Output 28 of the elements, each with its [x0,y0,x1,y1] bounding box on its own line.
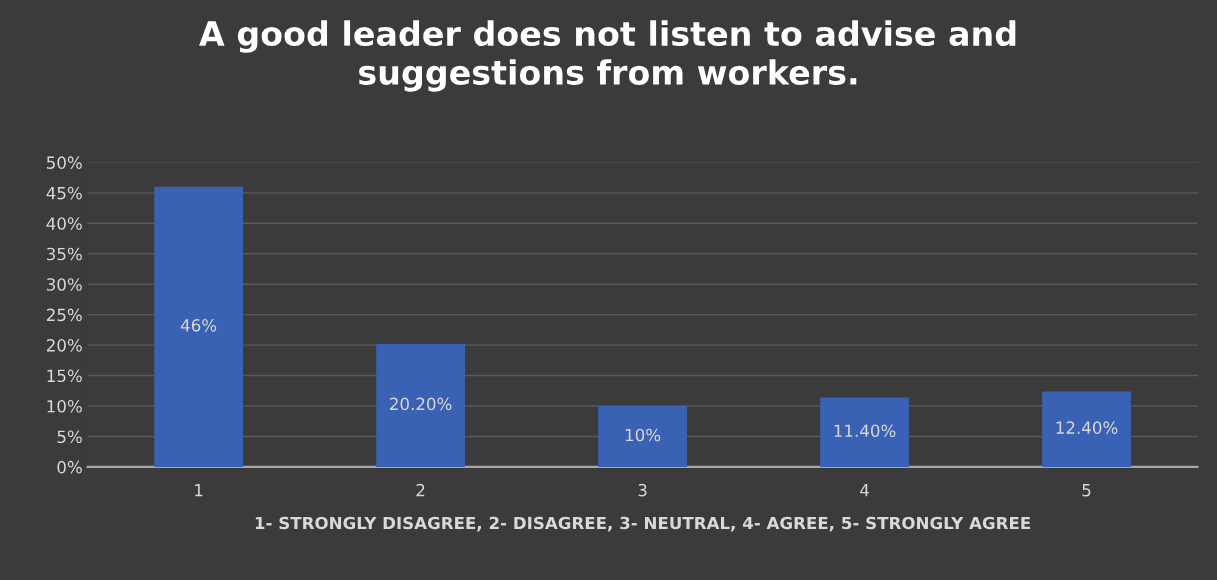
y-tick-label: 0% [57,460,82,474]
data-label: 46% [180,319,217,332]
bar [820,397,909,467]
data-label: 10% [625,428,661,442]
x-tick-label: 2 [416,483,425,497]
y-tick-label: 40% [46,217,82,230]
data-label: 12.40% [1056,421,1118,434]
chart-title: A good leader does not listen to advise and suggestions from workers. [199,20,1016,92]
data-label: 20.20% [390,397,452,411]
y-tick-label: 35% [46,247,82,261]
y-tick-label: 20% [46,339,82,352]
y-tick-label: 15% [47,369,82,383]
y-tick-label: 45% [46,186,82,200]
bar [1042,391,1131,467]
x-tick-label: 5 [1082,484,1091,497]
y-tick-label: 50% [47,156,82,169]
x-tick-label: 3 [638,483,647,497]
y-tick-label: 10% [47,399,82,413]
x-axis-title: 1- STRONGLY DISAGREE, 2- DISAGREE, 3- NEUTRAL, 4- AGREE, 5- STRONGLY AGREE [255,516,1031,532]
y-tick-label: 25% [46,308,82,322]
y-tick-label: 5% [57,430,82,444]
x-tick-label: 1 [195,484,203,497]
data-label: 11.40% [834,424,896,438]
x-tick-label: 4 [860,484,869,497]
bar [154,186,244,467]
bar [376,343,465,467]
bar [598,406,687,467]
y-tick-label: 30% [46,278,82,291]
